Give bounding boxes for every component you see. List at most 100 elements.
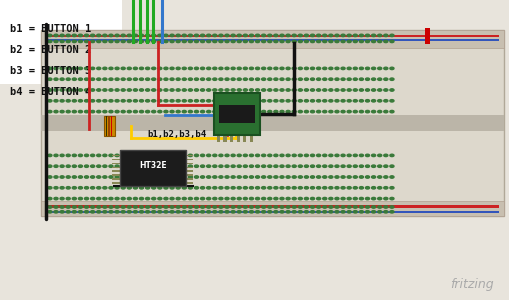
- Circle shape: [182, 176, 186, 178]
- Circle shape: [323, 78, 327, 80]
- Circle shape: [323, 187, 327, 189]
- Circle shape: [121, 197, 125, 200]
- Circle shape: [310, 34, 315, 37]
- Circle shape: [317, 34, 321, 37]
- Circle shape: [341, 206, 345, 208]
- Circle shape: [121, 100, 125, 102]
- Circle shape: [384, 40, 388, 43]
- Circle shape: [280, 197, 284, 200]
- Circle shape: [48, 34, 52, 37]
- Circle shape: [97, 197, 101, 200]
- Circle shape: [286, 78, 290, 80]
- Circle shape: [225, 100, 229, 102]
- Circle shape: [66, 165, 70, 167]
- Circle shape: [72, 176, 76, 178]
- Circle shape: [158, 34, 162, 37]
- Circle shape: [66, 206, 70, 208]
- Circle shape: [201, 67, 205, 70]
- Circle shape: [54, 187, 58, 189]
- Circle shape: [329, 100, 333, 102]
- Circle shape: [91, 154, 95, 157]
- Circle shape: [310, 100, 315, 102]
- Circle shape: [121, 78, 125, 80]
- Circle shape: [213, 34, 217, 37]
- Circle shape: [341, 67, 345, 70]
- Circle shape: [268, 187, 272, 189]
- Circle shape: [54, 67, 58, 70]
- Circle shape: [262, 165, 266, 167]
- Circle shape: [115, 100, 119, 102]
- Circle shape: [243, 206, 247, 208]
- Circle shape: [109, 89, 113, 91]
- Circle shape: [194, 100, 199, 102]
- Circle shape: [237, 154, 241, 157]
- Circle shape: [213, 197, 217, 200]
- Circle shape: [164, 89, 168, 91]
- Circle shape: [323, 206, 327, 208]
- Circle shape: [48, 176, 52, 178]
- Circle shape: [127, 154, 131, 157]
- Circle shape: [329, 110, 333, 113]
- Circle shape: [72, 34, 76, 37]
- Bar: [112, 170, 120, 172]
- Circle shape: [225, 154, 229, 157]
- Circle shape: [146, 206, 150, 208]
- Circle shape: [262, 154, 266, 157]
- Circle shape: [304, 165, 308, 167]
- Circle shape: [359, 165, 363, 167]
- Circle shape: [341, 187, 345, 189]
- Circle shape: [91, 206, 95, 208]
- Circle shape: [176, 206, 180, 208]
- Circle shape: [384, 78, 388, 80]
- Bar: [217, 134, 220, 142]
- Circle shape: [66, 67, 70, 70]
- Circle shape: [78, 78, 82, 80]
- Circle shape: [139, 206, 144, 208]
- Circle shape: [48, 154, 52, 157]
- Bar: [41, 30, 504, 48]
- Circle shape: [298, 110, 302, 113]
- Circle shape: [384, 176, 388, 178]
- Circle shape: [225, 40, 229, 43]
- Circle shape: [231, 197, 235, 200]
- Circle shape: [274, 176, 278, 178]
- Circle shape: [54, 176, 58, 178]
- Circle shape: [121, 206, 125, 208]
- Circle shape: [384, 100, 388, 102]
- Text: b4 = BUTTON 4: b4 = BUTTON 4: [10, 87, 92, 97]
- Circle shape: [127, 67, 131, 70]
- Circle shape: [97, 67, 101, 70]
- Circle shape: [341, 78, 345, 80]
- Circle shape: [194, 165, 199, 167]
- Circle shape: [365, 78, 370, 80]
- Circle shape: [170, 187, 174, 189]
- Circle shape: [84, 100, 89, 102]
- Circle shape: [231, 206, 235, 208]
- Circle shape: [158, 165, 162, 167]
- Circle shape: [280, 176, 284, 178]
- Circle shape: [384, 67, 388, 70]
- Circle shape: [280, 34, 284, 37]
- Circle shape: [390, 206, 394, 208]
- Circle shape: [146, 211, 150, 213]
- Circle shape: [164, 187, 168, 189]
- Circle shape: [201, 110, 205, 113]
- Circle shape: [176, 197, 180, 200]
- Circle shape: [304, 89, 308, 91]
- Circle shape: [378, 197, 382, 200]
- Text: b1 = BUTTON 1: b1 = BUTTON 1: [10, 24, 92, 34]
- Circle shape: [146, 100, 150, 102]
- Circle shape: [323, 89, 327, 91]
- Circle shape: [133, 211, 137, 213]
- Circle shape: [256, 197, 260, 200]
- Circle shape: [243, 67, 247, 70]
- Circle shape: [353, 176, 357, 178]
- Circle shape: [48, 89, 52, 91]
- Circle shape: [249, 67, 253, 70]
- Circle shape: [268, 67, 272, 70]
- Circle shape: [78, 211, 82, 213]
- Circle shape: [304, 110, 308, 113]
- Circle shape: [152, 197, 156, 200]
- Circle shape: [292, 89, 296, 91]
- Bar: [120, 150, 186, 186]
